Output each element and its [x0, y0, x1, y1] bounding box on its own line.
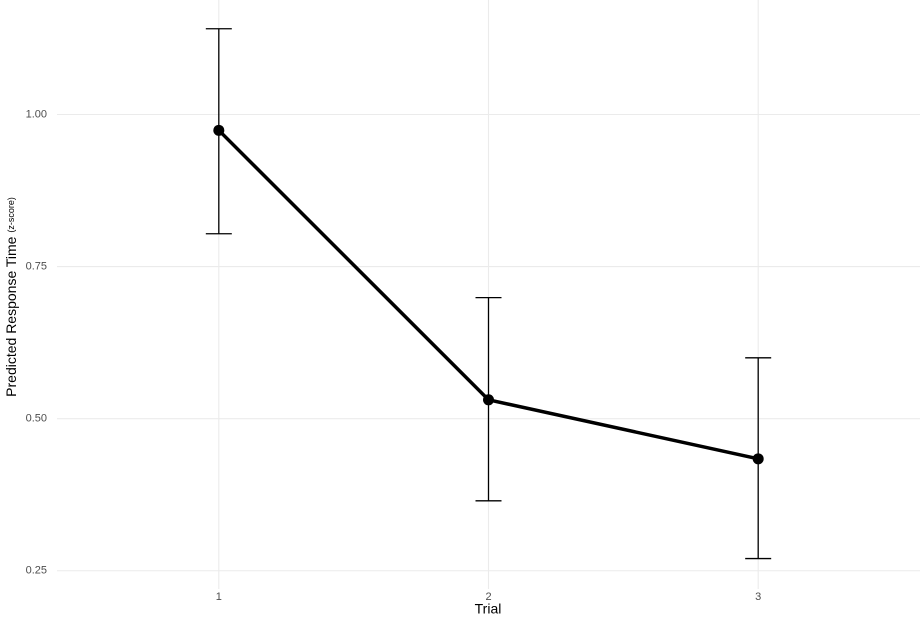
x-tick-label: 3	[755, 591, 761, 603]
point	[483, 394, 494, 406]
x-axis-title: Trial	[475, 601, 502, 617]
y-tick-label: 0.75	[26, 260, 47, 272]
y-axis-title-main: Predicted Response Time	[3, 236, 19, 397]
x-tick-label: 1	[216, 591, 222, 603]
y-tick-label: 0.50	[26, 413, 47, 425]
x-tick-label: 2	[485, 591, 491, 603]
grid	[57, 0, 920, 589]
y-axis-title: Predicted Response Time (z-score)	[3, 197, 19, 397]
y-axis-title-unit: (z-score)	[6, 197, 16, 233]
y-tick-label: 1.00	[26, 108, 47, 120]
point	[213, 124, 225, 136]
point	[752, 453, 764, 465]
y-tick-label: 0.25	[26, 565, 47, 577]
